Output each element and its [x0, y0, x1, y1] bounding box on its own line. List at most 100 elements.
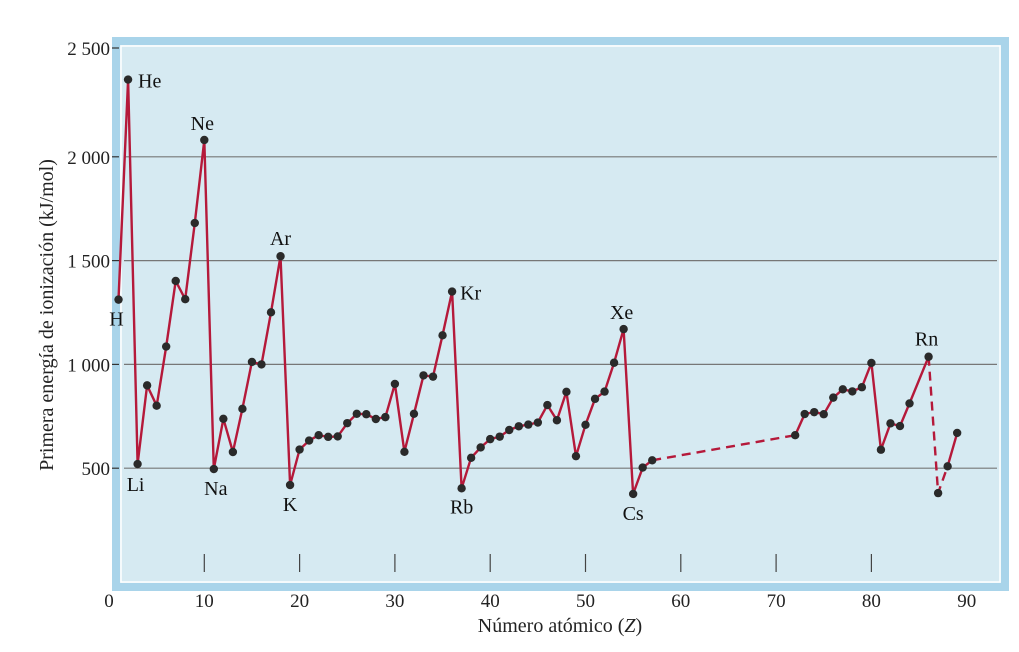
data-point	[438, 331, 447, 340]
x-tick-label: 30	[385, 591, 404, 612]
x-tick-label: 50	[576, 591, 595, 612]
data-point	[323, 432, 333, 442]
y-axis-title: Primera energía de ionización (kJ/mol)	[36, 159, 58, 471]
data-point	[905, 399, 914, 408]
data-point	[648, 456, 657, 465]
x-axis-title-close: )	[636, 615, 643, 637]
data-points	[114, 75, 962, 499]
data-point	[895, 421, 905, 431]
x-tick-label: 60	[671, 591, 690, 612]
data-point	[590, 394, 600, 404]
data-point	[924, 352, 933, 361]
data-point	[790, 430, 800, 440]
data-point	[381, 412, 390, 422]
data-point	[400, 447, 409, 456]
data-point	[543, 400, 552, 410]
data-point	[161, 342, 171, 351]
data-point	[362, 410, 371, 419]
x-axis-tick-labels: 0 10 20 30 40 50 60 70 80 90	[104, 591, 976, 612]
data-point	[486, 434, 495, 444]
data-point	[505, 425, 514, 435]
data-point	[447, 287, 457, 296]
data-point	[133, 459, 142, 469]
y-tick-label: 2 000	[67, 148, 110, 169]
y-tick-label: 1 000	[67, 355, 110, 376]
element-label-ne: Ne	[191, 113, 214, 135]
data-point	[581, 420, 590, 430]
y-tick-label: 1 500	[67, 252, 110, 273]
data-point	[810, 407, 819, 417]
data-point	[952, 428, 962, 438]
data-point	[457, 484, 466, 493]
data-point	[343, 418, 352, 428]
data-point	[638, 463, 647, 472]
gridlines	[124, 156, 997, 469]
y-axis-tick-labels: 500 1 000 1 500 2 000 2 500	[67, 39, 110, 480]
data-point	[285, 480, 295, 490]
x-tick-label: 10	[195, 591, 214, 612]
element-label-cs: Cs	[623, 503, 644, 525]
plot-frame-inner-line	[120, 45, 1001, 583]
data-point	[533, 418, 543, 427]
data-point	[562, 387, 571, 397]
series-segment-dashed	[651, 434, 796, 462]
y-tick-label: 500	[82, 459, 111, 480]
data-point	[142, 381, 152, 390]
data-point	[524, 420, 533, 429]
data-point	[171, 276, 180, 286]
x-tick-label: 40	[481, 591, 500, 612]
data-point	[829, 393, 838, 402]
data-point	[571, 451, 581, 461]
x-tick-label: 20	[290, 591, 309, 612]
data-point	[609, 358, 619, 367]
data-point	[219, 414, 228, 423]
data-point	[238, 404, 247, 414]
data-point	[495, 432, 504, 441]
element-label-h: H	[109, 309, 123, 331]
data-point	[933, 488, 943, 498]
element-label-rb: Rb	[450, 496, 473, 518]
x-tick-label: 80	[862, 591, 881, 612]
x-tick-label: 90	[957, 591, 976, 612]
data-point	[257, 360, 266, 369]
plot-frame-outer	[112, 37, 1009, 591]
y-axis-ticks	[112, 47, 119, 469]
data-point	[190, 218, 199, 228]
data-point	[200, 135, 209, 145]
data-point	[857, 383, 867, 392]
data-point	[333, 432, 342, 441]
element-labels: He H Li Ne Na Ar K Kr Rb Xe Cs Rn	[109, 71, 938, 525]
data-point	[943, 462, 952, 471]
data-point	[304, 436, 314, 445]
data-point	[314, 430, 323, 440]
data-point	[266, 308, 276, 317]
data-point	[476, 443, 485, 452]
x-axis-title: Número atómico (Z)	[478, 615, 642, 637]
element-label-ar: Ar	[270, 228, 291, 250]
data-point	[181, 295, 190, 304]
x-axis-title-variable: Z	[624, 615, 636, 637]
data-point	[867, 358, 876, 368]
data-point	[600, 387, 609, 396]
data-point	[514, 422, 523, 431]
x-axis-title-main: Número atómico (	[478, 615, 625, 637]
data-point	[228, 447, 238, 457]
data-point	[152, 401, 161, 410]
data-point	[628, 489, 638, 499]
data-point	[619, 324, 628, 334]
x-axis-ticks	[203, 554, 873, 572]
y-tick-label: 2 500	[67, 39, 110, 60]
data-point	[876, 445, 886, 454]
data-point	[466, 453, 476, 463]
data-point	[428, 372, 438, 381]
element-label-k: K	[283, 494, 298, 516]
data-point	[295, 445, 304, 454]
data-point	[371, 414, 381, 424]
data-point	[800, 409, 809, 419]
data-point	[247, 357, 257, 367]
data-point	[276, 252, 285, 261]
element-label-li: Li	[127, 474, 145, 496]
x-tick-label: 70	[767, 591, 786, 612]
element-label-rn: Rn	[915, 329, 938, 351]
x-tick-label: 0	[104, 591, 114, 612]
